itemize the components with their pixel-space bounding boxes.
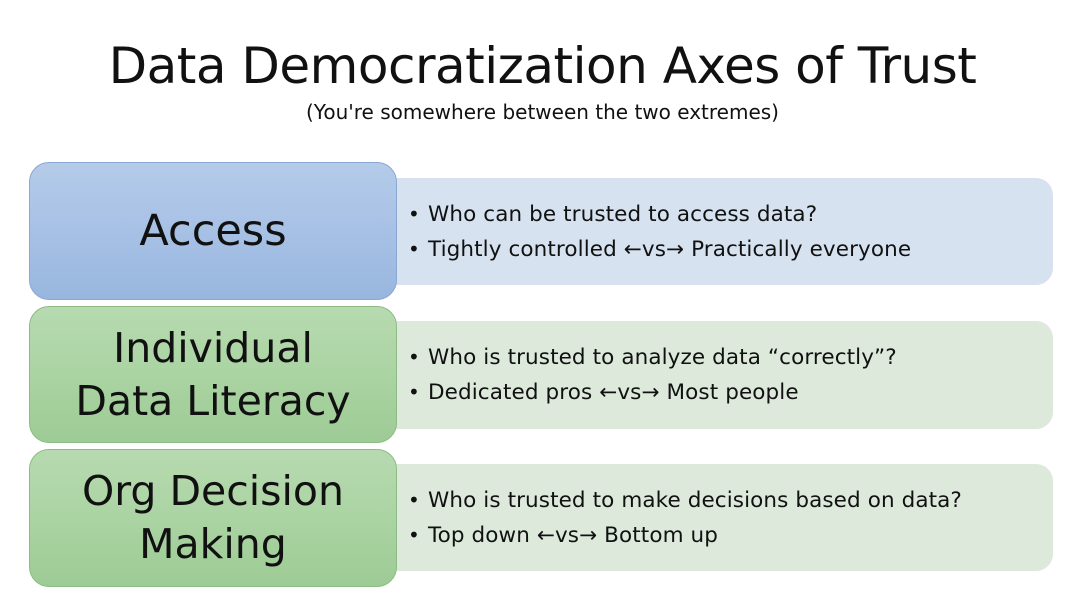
trust-axis-access: • Who can be trusted to access data? • T… <box>0 162 1085 301</box>
bullet-dot: • <box>408 487 420 512</box>
page-title: Data Democratization Axes of Trust <box>108 37 977 95</box>
bullet-item: • Top down ←vs→ Bottom up <box>408 518 1053 553</box>
literacy-category-box: Individual Data Literacy <box>29 306 397 443</box>
trust-axis-individual-data-literacy: • Who is trusted to analyze data “correc… <box>0 306 1085 443</box>
trust-axis-org-decision-making: • Who is trusted to make decisions based… <box>0 449 1085 587</box>
decision-question: Who is trusted to make decisions based o… <box>428 487 962 513</box>
bullet-item: • Who is trusted to make decisions based… <box>408 483 1053 518</box>
literacy-question: Who is trusted to analyze data “correctl… <box>428 345 897 370</box>
access-detail-panel: • Who can be trusted to access data? • T… <box>370 178 1053 285</box>
decision-category-box: Org Decision Making <box>29 449 397 587</box>
bullet-item: • Who can be trusted to access data? <box>408 197 1053 232</box>
decision-category-label: Org Decision Making <box>81 467 344 568</box>
literacy-category-label: Individual Data Literacy <box>75 323 351 425</box>
access-category-box: Access <box>29 162 397 300</box>
bullet-dot: • <box>408 201 420 226</box>
bullet-dot: • <box>408 236 420 261</box>
access-extremes: Tightly controlled ←vs→ Practically ever… <box>428 236 912 262</box>
literacy-detail-panel: • Who is trusted to analyze data “correc… <box>370 321 1053 429</box>
bullet-dot: • <box>408 345 420 369</box>
literacy-extremes: Dedicated pros ←vs→ Most people <box>428 380 799 405</box>
page-subtitle: (You're somewhere between the two extrem… <box>306 100 779 124</box>
bullet-dot: • <box>408 380 420 404</box>
access-question: Who can be trusted to access data? <box>428 201 818 227</box>
bullet-item: • Tightly controlled ←vs→ Practically ev… <box>408 232 1053 267</box>
access-category-label: Access <box>139 205 287 256</box>
bullet-item: • Who is trusted to analyze data “correc… <box>408 340 1053 375</box>
bullet-dot: • <box>408 522 420 547</box>
decision-detail-panel: • Who is trusted to make decisions based… <box>370 464 1053 571</box>
bullet-item: • Dedicated pros ←vs→ Most people <box>408 375 1053 410</box>
decision-extremes: Top down ←vs→ Bottom up <box>428 522 719 548</box>
